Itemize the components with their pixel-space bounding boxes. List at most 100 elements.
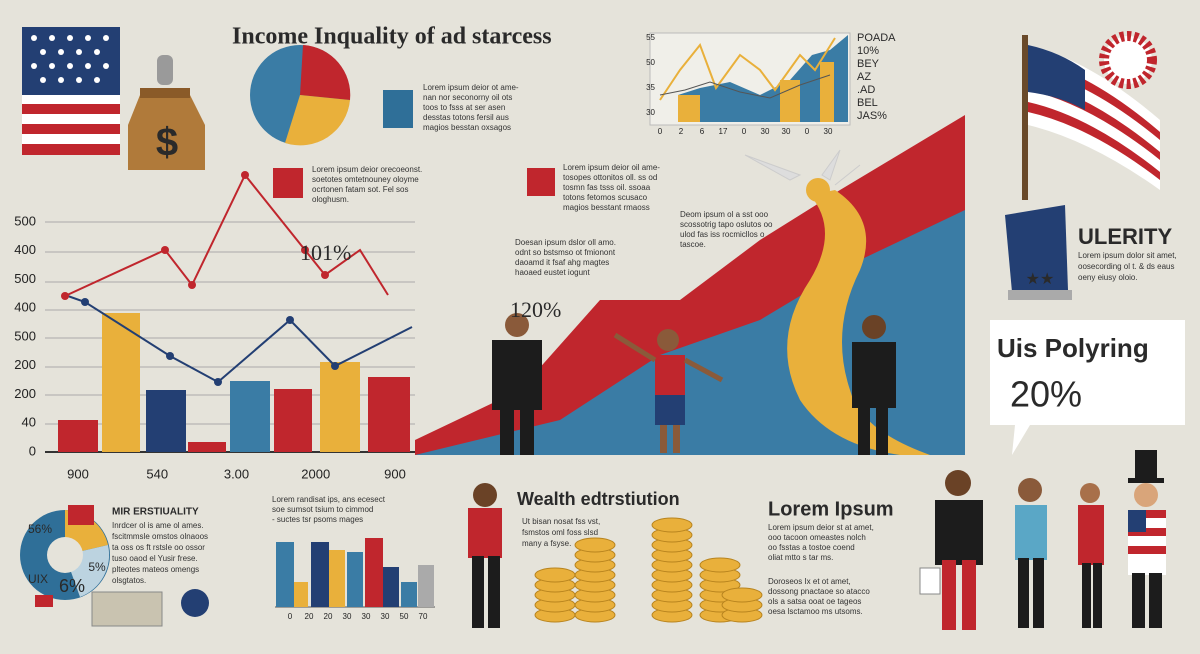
text-line: dossong pnactaoe so atacco	[768, 587, 870, 596]
coin	[651, 517, 693, 533]
x-tick-label: 30	[761, 127, 770, 136]
donut-label: 5%	[88, 560, 106, 574]
x-tick-label: 20	[324, 612, 333, 621]
legend-entry: 10%	[857, 45, 879, 57]
coin	[699, 557, 741, 573]
main-chart	[45, 171, 415, 453]
text-line: tascoe.	[680, 240, 706, 249]
y-tick-label: 400	[14, 300, 36, 315]
bottom-chart	[275, 538, 435, 608]
callout-value: 20%	[1010, 374, 1082, 415]
bottom-left-title: MIR ERSTIUALITY	[112, 507, 199, 518]
text-line: scossotrig tapo oslutos oo	[680, 220, 773, 229]
text-line: magios besstant rmaoss	[563, 203, 650, 212]
x-tick-label: 0	[805, 127, 810, 136]
text-line: Doroseos Ix et ot amet,	[768, 577, 851, 586]
text-line: olsgtatos.	[112, 576, 146, 585]
text-line: oo fsstas a tostoe coend	[768, 543, 855, 552]
text-line: ulod fas iss rocmicllos o	[680, 230, 765, 239]
text-line: oeny eiusy oloio.	[1078, 273, 1138, 282]
lorem-lines: Lorem ipsum deior st at amet,ooo tacoon …	[768, 523, 874, 616]
text-line: plteotes mateos omengs	[112, 565, 199, 574]
text-line: Inrdcer ol is ame ol ames.	[112, 521, 204, 530]
x-tick-label: 2000	[301, 466, 330, 481]
x-tick-label: 0	[742, 127, 747, 136]
wealth-title: Wealth edtrstiution	[517, 489, 680, 509]
text-line: many a fsyse.	[522, 539, 571, 548]
text-line: Doesan ipsum dslor oll amo.	[515, 238, 616, 247]
callout-title: Uis Polyring	[997, 333, 1149, 363]
text-line: ta oss os ft rstsle oo ossor	[112, 543, 205, 552]
note-swatch	[273, 168, 303, 198]
coin	[721, 587, 763, 603]
text-line: toos to fsss at ser asen	[423, 103, 505, 112]
us-flag	[22, 27, 120, 155]
y-tick-label: 200	[14, 386, 36, 401]
money-bag: $	[128, 55, 205, 170]
woman-figure	[468, 483, 502, 628]
pie-chart	[250, 45, 351, 146]
text-line: ols a satsa ooat oe tageos	[768, 597, 861, 606]
coin	[574, 537, 616, 553]
main-note: Lorem ipsum deior orecoeonst.soetotes om…	[312, 165, 422, 204]
text-line: ocrtonen fatam sot. Fel sos	[312, 185, 409, 194]
x-tick-label: 50	[400, 612, 409, 621]
text-line: tosmn fas tsss oil. ssoaa	[563, 183, 651, 192]
donut-label: 56%	[28, 522, 52, 536]
text-line: ologhusm.	[312, 195, 349, 204]
text-line: ooo tacoon omeastes nolch	[768, 533, 866, 542]
coin	[534, 567, 576, 583]
y-tick-label: 0	[29, 443, 36, 458]
text-line: tosopes ottonitos oll. ss od	[563, 173, 657, 182]
text-line: oliat mtto s tar ms.	[768, 553, 833, 562]
note-swatch	[527, 168, 555, 196]
top-hat: ★★	[1005, 205, 1072, 300]
text-line: - suctes tsr psoms mages	[272, 515, 363, 524]
people-middle	[492, 313, 896, 455]
text-line: haoaed eustet iogunt	[515, 268, 591, 277]
text-line: soetotes omtetnouney oloyme	[312, 175, 419, 184]
mountain-chart	[415, 115, 965, 455]
text-line: oosecording ol t. & ds eaus	[1078, 262, 1175, 271]
right-title: ULERITY	[1078, 224, 1172, 249]
y-tick-label: 50	[646, 58, 655, 67]
text-line: Lorem ipsum deior oil ame-	[563, 163, 660, 172]
text-line: magios besstan oxsagos	[423, 123, 511, 132]
y-tick-label: 500	[14, 271, 36, 286]
legend-entry: .AD	[857, 84, 875, 96]
title: Income Inquality of ad starcess	[232, 24, 552, 50]
middle-annotation: 120%	[510, 297, 561, 322]
text-line: desstas totons fersil aus	[423, 113, 509, 122]
donut-label: UIX	[28, 572, 48, 586]
x-tick-label: 30	[824, 127, 833, 136]
lorem-title: Lorem Ipsum	[768, 498, 894, 520]
y-tick-label: 40	[22, 415, 36, 430]
donut-label: 6%	[59, 576, 85, 596]
pie-note: Lorem ipsum deior ot ame-nan nor seconor…	[423, 83, 519, 132]
legend-entry: JAS%	[857, 110, 887, 122]
wealth-lines: Ut bisan nosat fss vst, fsmstos oml foss …	[522, 517, 600, 548]
coins	[534, 517, 763, 623]
text-line: Lorem ipsum deior orecoeonst.	[312, 165, 422, 174]
text-line: Lorem ipsum dolor sit amet,	[1078, 251, 1177, 260]
svg-text:★★: ★★	[1026, 271, 1055, 288]
middle-notes: Lorem ipsum deior oil ame-tosopes ottoni…	[515, 163, 773, 277]
right-lines: Lorem ipsum dolor sit amet, oosecording o…	[1078, 251, 1177, 282]
y-tick-label: 400	[14, 242, 36, 257]
text-line: Lorem ipsum deior ot ame-	[423, 83, 519, 92]
x-tick-label: 30	[362, 612, 371, 621]
x-tick-label: 30	[782, 127, 791, 136]
main-annotation: 101%	[300, 240, 351, 265]
text-line: oesa lsctamoo ms utsoms.	[768, 607, 863, 616]
top-chart-labels: 55 50 35 30 0 2 6 17 0 30 30 0 30 POADA10%BEYAZ.ADBEL…	[646, 32, 896, 136]
text-line: fsmstos oml foss slsd	[522, 528, 598, 537]
y-tick-label: 55	[646, 33, 655, 42]
text-line: nan nor seconorny oil ots	[423, 93, 512, 102]
people-right	[919, 450, 1166, 630]
x-tick-label: 2	[679, 127, 684, 136]
dollar-sign: $	[156, 121, 178, 165]
text-line: fscitmmsle omstos olnaoos	[112, 532, 208, 541]
y-tick-label: 35	[646, 83, 655, 92]
